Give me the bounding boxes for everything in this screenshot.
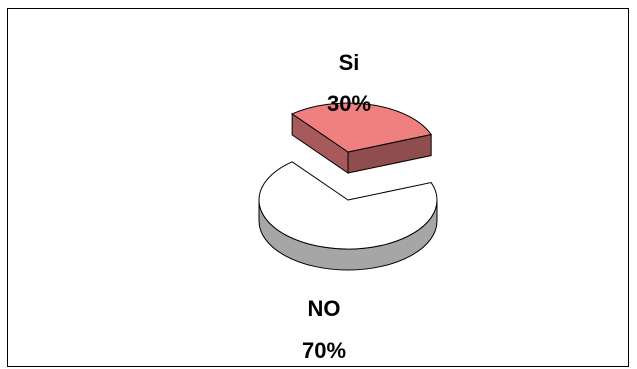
slice-no [258, 161, 438, 250]
label-si-category: Si [339, 50, 360, 75]
label-si-percent: 30% [327, 91, 371, 116]
slice-si [291, 102, 432, 153]
label-no-percent: 70% [302, 338, 346, 363]
label-no-category: NO [308, 296, 341, 321]
slices-layer [258, 102, 438, 271]
